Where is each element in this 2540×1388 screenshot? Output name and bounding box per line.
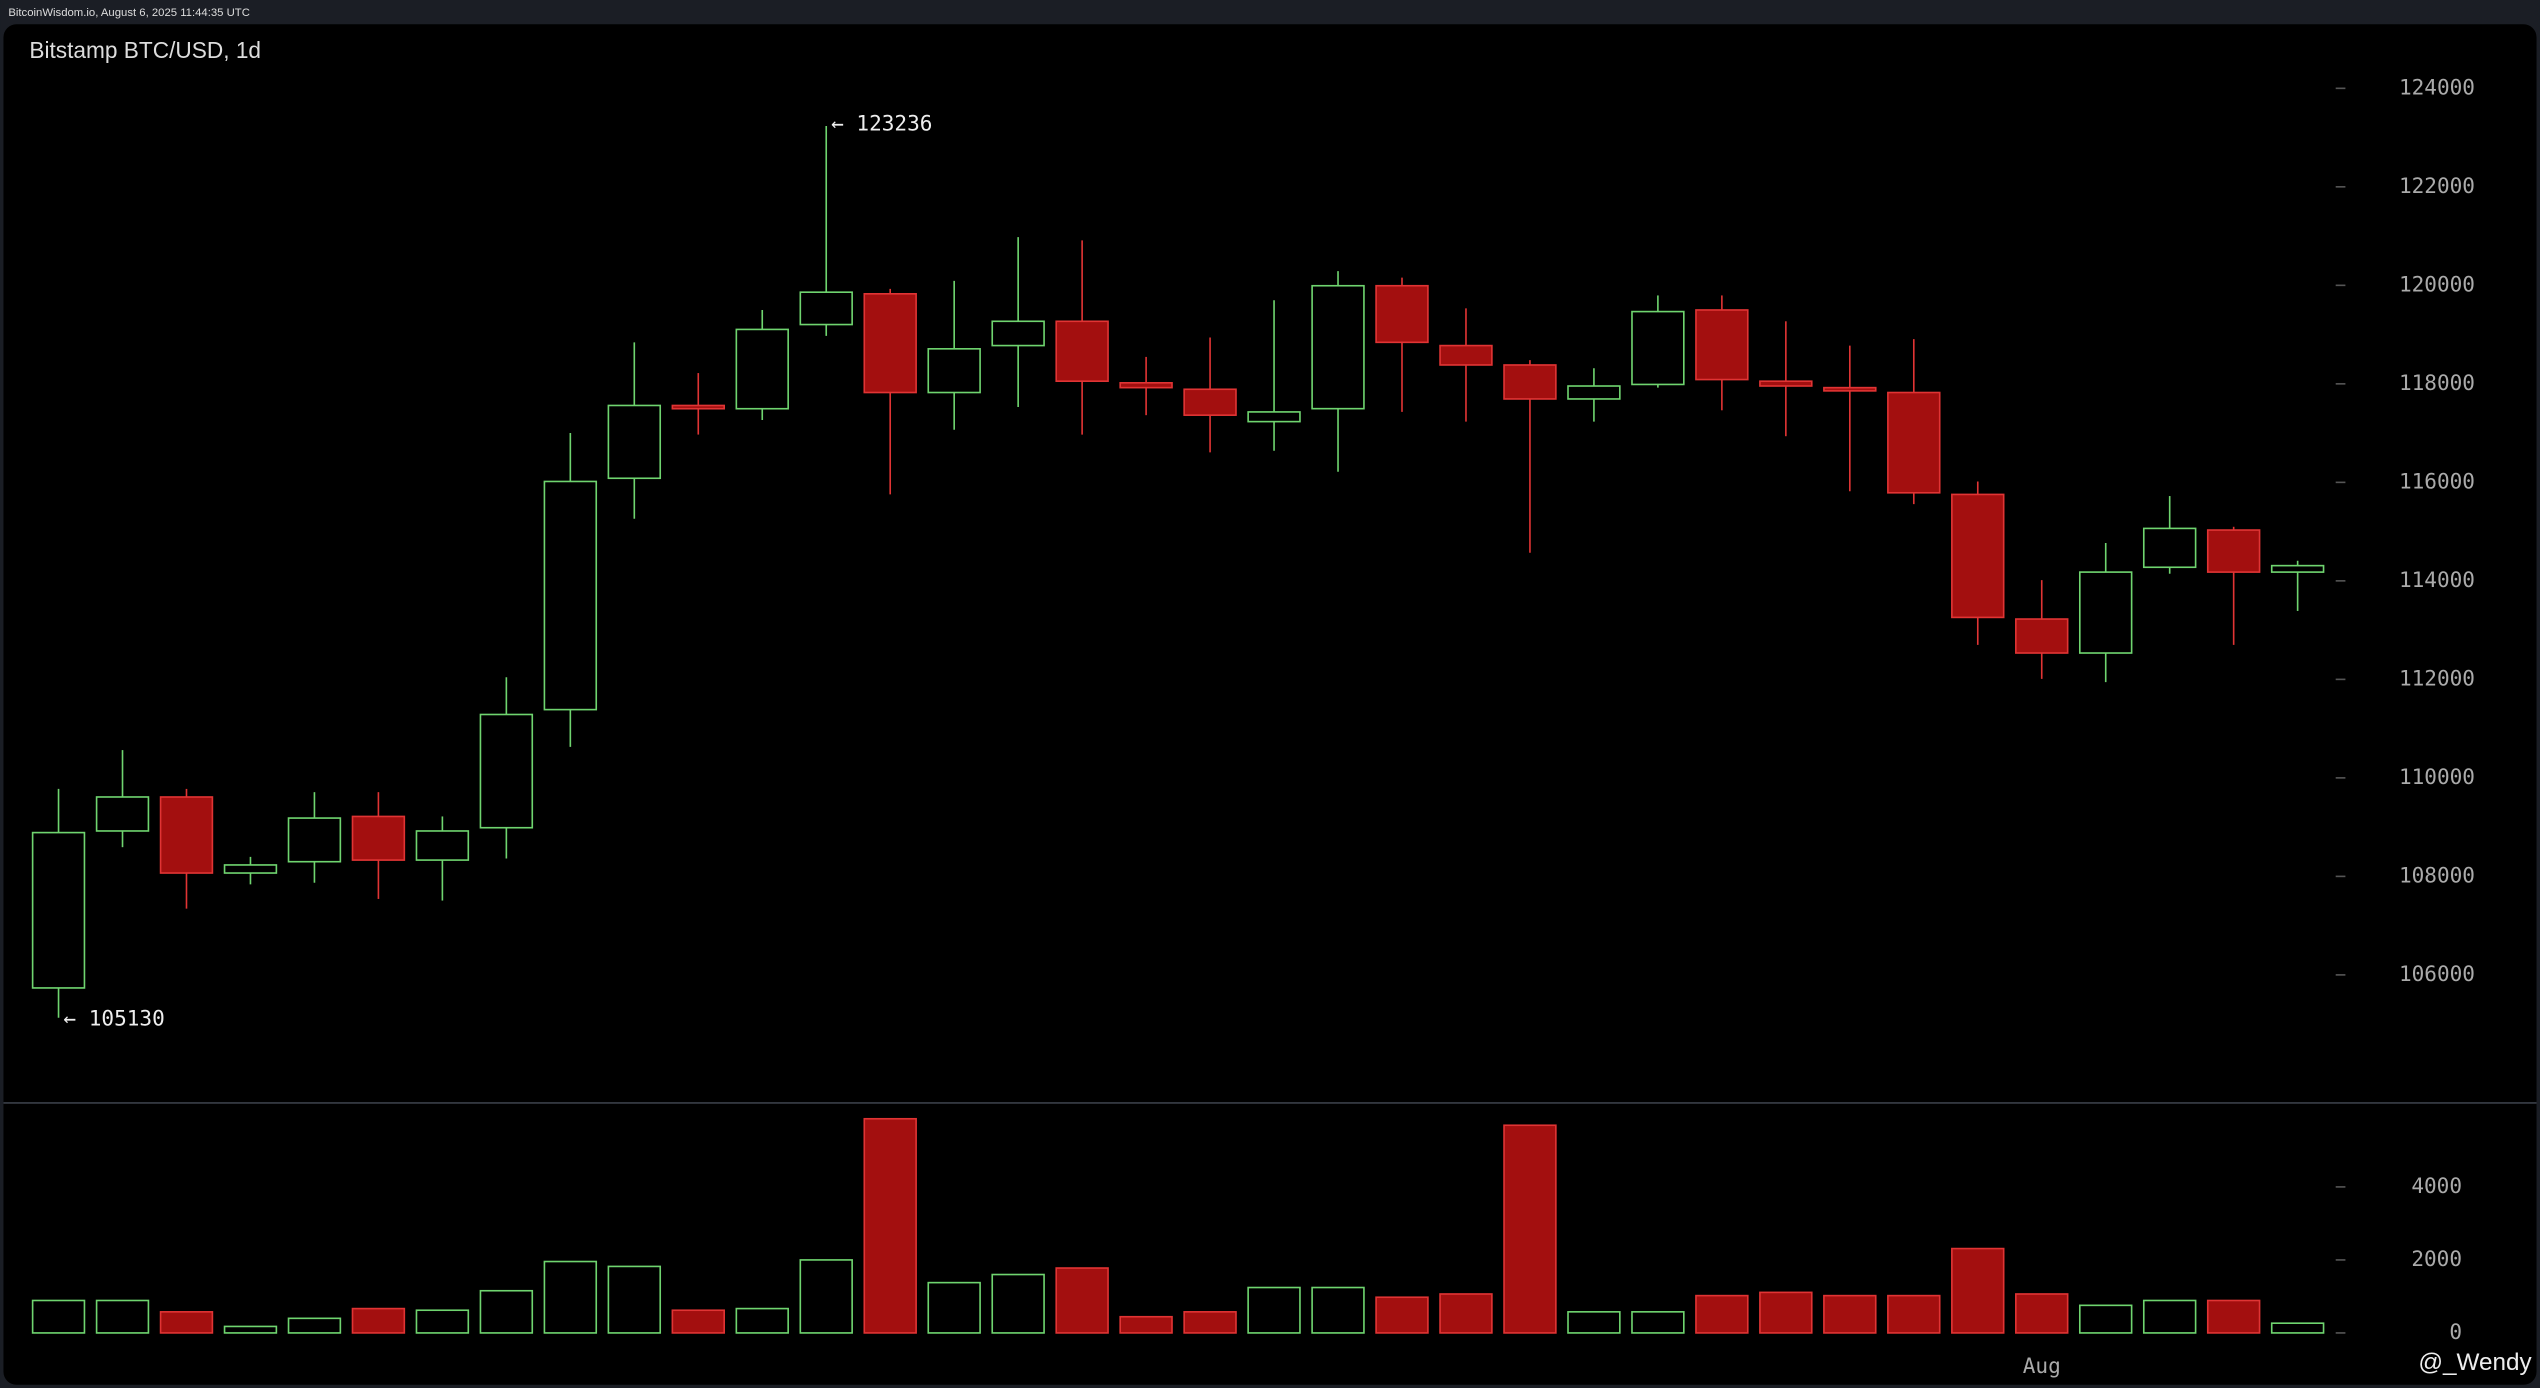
watermark: @_Wendy [2418,1349,2532,1376]
low-annotation: ← 105130 [63,1005,164,1030]
candle-body [2078,571,2133,654]
candle-body [927,348,981,394]
candle-body [1375,284,1429,344]
y-tick-label: 110000 [2399,764,2475,789]
candle-body [671,404,726,410]
candle-body [287,817,342,863]
volume-bar [1119,1315,1173,1334]
volume-bar [2142,1299,2197,1334]
volume-bar [351,1307,406,1334]
candle-body [1055,320,1109,382]
volume-bar [159,1311,214,1334]
y-tick-label: 114000 [2399,567,2475,592]
volume-bar [671,1309,726,1334]
y-tick-label: 106000 [2399,961,2475,986]
volume-bar [735,1307,789,1334]
candle-body [2015,618,2069,654]
volume-bar [1759,1291,1813,1334]
y-tick-label: 118000 [2399,370,2475,395]
volume-bar [1695,1294,1749,1334]
volume-bar [1567,1311,1621,1334]
candle-body [479,713,534,829]
y-tick-label: 116000 [2399,468,2475,493]
candle-body [1503,364,1557,400]
candle-body [1631,310,1685,386]
candle-body [1887,391,1941,494]
candle-body [2206,529,2261,573]
candle-body [95,796,150,832]
candle-body [1695,309,1749,381]
candle-body [863,293,917,394]
volume-bar [2078,1304,2133,1334]
candle-body [1567,385,1621,400]
volume-bar [415,1309,470,1334]
volume-bar [1631,1311,1685,1334]
volume-tick-label: 0 [2449,1319,2462,1344]
chart-panel [3,24,2537,1385]
volume-bar [2206,1299,2261,1334]
candle-body [351,815,406,861]
volume-bar [95,1299,150,1334]
y-tick-label: 108000 [2399,862,2475,887]
candle-body [1759,380,1813,387]
candle-body [799,291,853,326]
volume-tick-label: 2000 [2411,1246,2462,1271]
volume-bar [863,1117,917,1334]
volume-bar [1951,1247,2005,1334]
candle-body [223,864,278,874]
volume-bar [1887,1294,1941,1334]
header: BitcoinWisdom.io, August 6, 2025 11:44:3… [8,7,250,19]
volume-bar [223,1325,278,1334]
volume-bar [1439,1293,1493,1334]
candle-body [31,831,86,989]
candle-body [543,480,598,711]
candle-body [1311,284,1365,410]
y-tick-label: 112000 [2399,665,2475,690]
candle-body [415,830,470,861]
volume-bar [1183,1311,1237,1334]
volume-bar [287,1317,342,1334]
y-tick-label: 120000 [2399,271,2475,296]
volume-bar [1503,1124,1557,1334]
volume-bar [543,1260,598,1334]
volume-bar [799,1259,853,1334]
chart-title: Bitstamp BTC/USD, 1d [29,37,261,63]
candle-body [1951,493,2005,619]
candle-body [1119,382,1173,389]
candle-body [2142,527,2197,569]
volume-tick-label: 4000 [2411,1173,2462,1198]
candle-body [1183,388,1237,416]
volume-bar [1311,1286,1365,1334]
candle-body [991,320,1045,347]
candle-body [735,328,789,410]
y-tick-label: 122000 [2399,173,2475,198]
volume-bar [607,1265,662,1334]
candle-body [1247,411,1301,423]
volume-bar [1055,1267,1109,1334]
candle-body [2270,564,2325,573]
candle-body [607,404,662,480]
y-tick-label: 124000 [2399,74,2475,99]
volume-bar [2015,1293,2069,1334]
high-annotation: ← 123236 [831,110,932,135]
volume-bar [927,1281,981,1334]
volume-bar [479,1289,534,1334]
volume-bar [991,1273,1045,1334]
candle-body [1439,344,1493,366]
volume-bar [1823,1294,1877,1334]
volume-bar [1375,1296,1429,1334]
volume-bar [31,1299,86,1334]
volume-bar [2270,1322,2325,1334]
x-tick-label: Aug [2023,1353,2061,1378]
volume-bar [1247,1286,1301,1334]
candle-body [1823,386,1877,392]
candle-body [159,796,214,874]
